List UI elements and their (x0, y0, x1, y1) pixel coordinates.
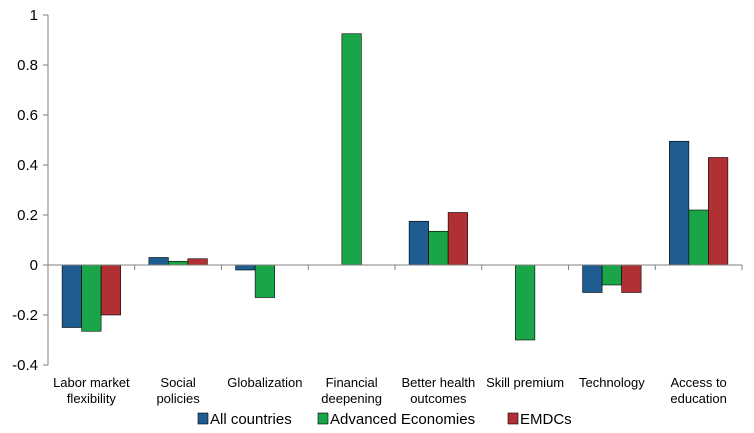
bar (601, 264, 622, 286)
legend-swatch (197, 412, 209, 425)
category-label: Labor market flexibility (53, 375, 130, 406)
y-tick-label: -0.4 (12, 357, 38, 374)
y-tick-label: 0.6 (17, 107, 38, 124)
bar (582, 264, 603, 293)
bar (100, 264, 121, 316)
legend-label: EMDCs (520, 411, 572, 428)
category-label: Better health outcomes (402, 375, 476, 406)
legend-label: All countries (210, 411, 292, 428)
bar (408, 220, 429, 266)
bar (688, 209, 709, 266)
y-tick-label: 1 (30, 7, 38, 24)
bar (187, 258, 208, 266)
legend-swatch (507, 412, 519, 425)
bar (708, 157, 729, 266)
y-tick-labels: 1 0.8 0.6 0.4 0.2 0 -0.2 -0.4 (12, 7, 38, 374)
legend: All countries Advanced Economies EMDCs (197, 411, 572, 428)
y-tick-label: 0.8 (17, 57, 38, 74)
category-label: Access to education (670, 375, 726, 406)
category-label: Skill premium (486, 375, 564, 390)
y-tick-label: 0.4 (17, 157, 38, 174)
category-label: Financial deepening (321, 375, 382, 406)
bar (81, 264, 102, 332)
category-label: Globalization (227, 375, 302, 390)
y-tick-label: -0.2 (12, 307, 38, 324)
bar (621, 264, 642, 293)
bar (235, 264, 256, 271)
bar (168, 260, 189, 266)
bar (428, 230, 449, 266)
bars (61, 33, 729, 341)
bar (254, 264, 275, 298)
category-labels: Labor market flexibility Social policies Glo… (53, 375, 727, 406)
y-tick-label: 0 (30, 257, 38, 274)
bar (669, 140, 690, 266)
y-tick-label: 0.2 (17, 207, 38, 224)
bar (447, 212, 468, 266)
bar (148, 257, 169, 266)
bar (61, 264, 82, 328)
legend-label: Advanced Economies (330, 411, 475, 428)
legend-swatch (317, 412, 329, 425)
category-label: Social policies (156, 375, 200, 406)
category-label: Technology (579, 375, 645, 390)
axes (43, 14, 743, 366)
bar (515, 264, 536, 341)
bar (341, 33, 362, 266)
